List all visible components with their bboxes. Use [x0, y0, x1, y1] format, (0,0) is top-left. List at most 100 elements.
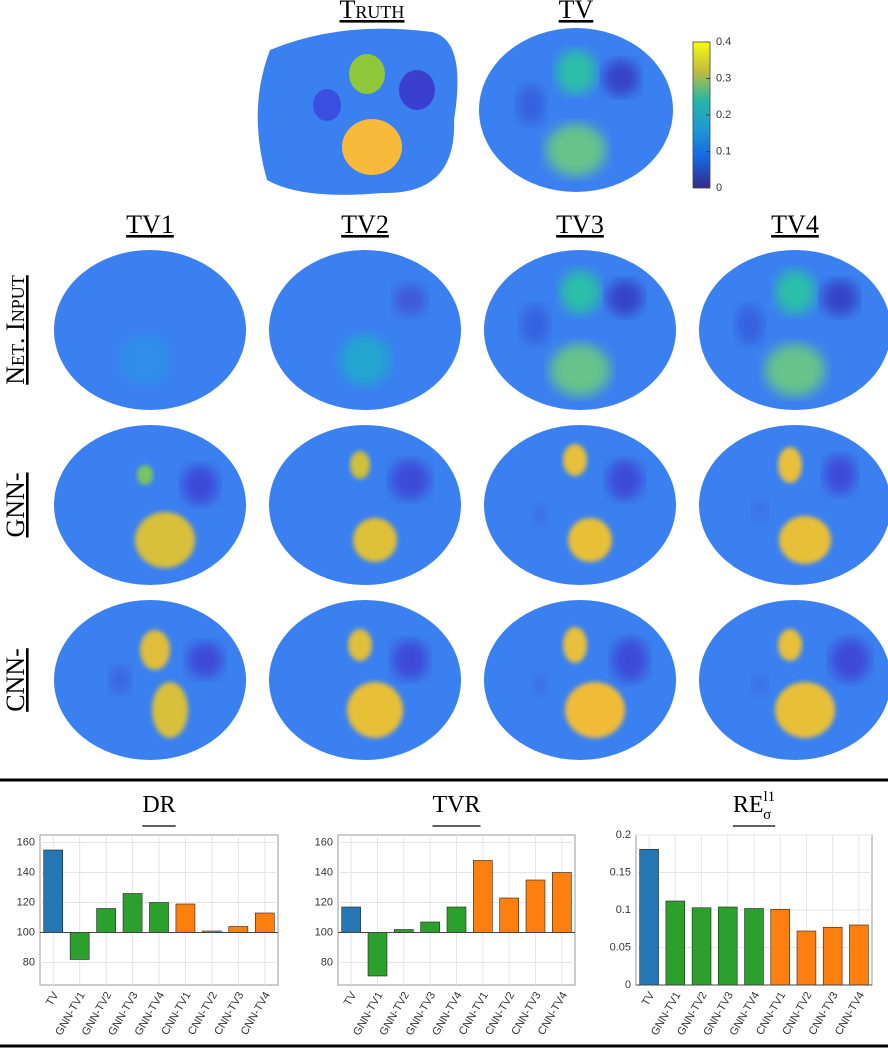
image-domain [54, 425, 246, 585]
y-tick-label: 160 [17, 836, 35, 848]
inclusion [546, 124, 606, 176]
bar [420, 921, 440, 933]
y-tick-label: 80 [321, 956, 333, 968]
y-tick-label: 100 [315, 926, 333, 938]
bar [446, 906, 467, 933]
inclusion [390, 460, 430, 500]
colorbar-label: 0.2 [716, 109, 731, 121]
inclusion [353, 518, 397, 562]
inclusion [342, 119, 402, 175]
reconstruction-image [269, 425, 461, 585]
inclusion [563, 444, 587, 476]
row-title: CNN- [1, 648, 30, 712]
inclusion [392, 640, 428, 680]
inclusion [140, 630, 170, 670]
reconstruction-image [269, 250, 461, 410]
bar [744, 908, 764, 986]
inclusion [775, 270, 815, 314]
bar [367, 932, 388, 977]
inclusion [556, 50, 596, 94]
y-tick-label: 140 [315, 866, 333, 878]
image-domain [484, 600, 676, 760]
bar [175, 903, 196, 933]
column-title: TV2 [341, 210, 389, 239]
reconstruction-image [54, 250, 246, 410]
inclusion [187, 642, 223, 678]
bar [122, 893, 143, 933]
title-sub: σ [763, 807, 771, 823]
inclusion [822, 280, 858, 316]
inclusion [607, 280, 643, 316]
bar [718, 906, 738, 986]
bar [552, 872, 572, 933]
inclusion [120, 335, 170, 385]
reconstruction-image [699, 425, 888, 585]
bar [499, 897, 519, 933]
inclusion [340, 335, 390, 385]
inclusion [110, 666, 130, 694]
bar [525, 879, 546, 933]
image-domain [257, 28, 458, 195]
inclusion [752, 498, 768, 522]
y-tick-label: 140 [17, 866, 35, 878]
inclusion [137, 465, 153, 485]
bar [691, 907, 712, 986]
column-title: Truth [340, 0, 405, 24]
inclusion [568, 518, 612, 562]
bar [822, 926, 843, 986]
column-title: TV [559, 0, 594, 24]
x-tick-label: TV [44, 989, 62, 1008]
image-domain [269, 250, 461, 410]
y-tick-label: 0 [625, 979, 631, 991]
inclusion [532, 503, 548, 527]
reconstruction-image [54, 425, 246, 585]
reconstruction-image [484, 600, 676, 760]
bar [639, 848, 659, 986]
inclusion [394, 284, 426, 316]
reconstruction-image [257, 28, 458, 195]
bar [69, 932, 90, 960]
inclusion [521, 305, 549, 345]
inclusion [824, 455, 856, 495]
inclusion [778, 447, 802, 483]
y-tick-label: 120 [17, 896, 35, 908]
image-domain [269, 600, 461, 760]
image-domain [699, 600, 888, 760]
column-title: TV4 [771, 210, 819, 239]
inclusion [612, 638, 648, 682]
row-title: Net. Input [1, 275, 30, 384]
reconstruction-image [699, 600, 888, 760]
bar [849, 924, 869, 986]
inclusion [349, 54, 385, 94]
reconstruction-image [484, 425, 676, 585]
bar [43, 849, 64, 933]
x-tick-label: TV [342, 989, 360, 1008]
inclusion [765, 344, 825, 396]
x-tick-label: TV [640, 989, 658, 1008]
column-title: TV3 [556, 210, 604, 239]
inclusion [779, 516, 831, 564]
column-title: TV1 [126, 210, 174, 239]
inclusion [348, 629, 372, 661]
title-text: DR [142, 792, 175, 818]
y-tick-label: 160 [315, 836, 333, 848]
inclusion [778, 629, 802, 661]
inclusion [347, 682, 403, 738]
inclusion [607, 460, 643, 500]
bar [96, 908, 116, 933]
inclusion [752, 673, 768, 697]
reconstruction-image [699, 250, 888, 410]
inclusion [350, 451, 370, 479]
image-domain [54, 600, 246, 760]
reconstruction-image [54, 600, 246, 760]
y-tick-label: 100 [17, 926, 35, 938]
reconstruction-image [269, 600, 461, 760]
colorbar-label: 0.4 [716, 36, 731, 48]
inclusion [560, 270, 600, 314]
image-domain [269, 425, 461, 585]
chart-title: DR [142, 792, 175, 818]
inclusion [532, 673, 548, 697]
inclusion [603, 60, 639, 96]
inclusion [736, 305, 764, 345]
